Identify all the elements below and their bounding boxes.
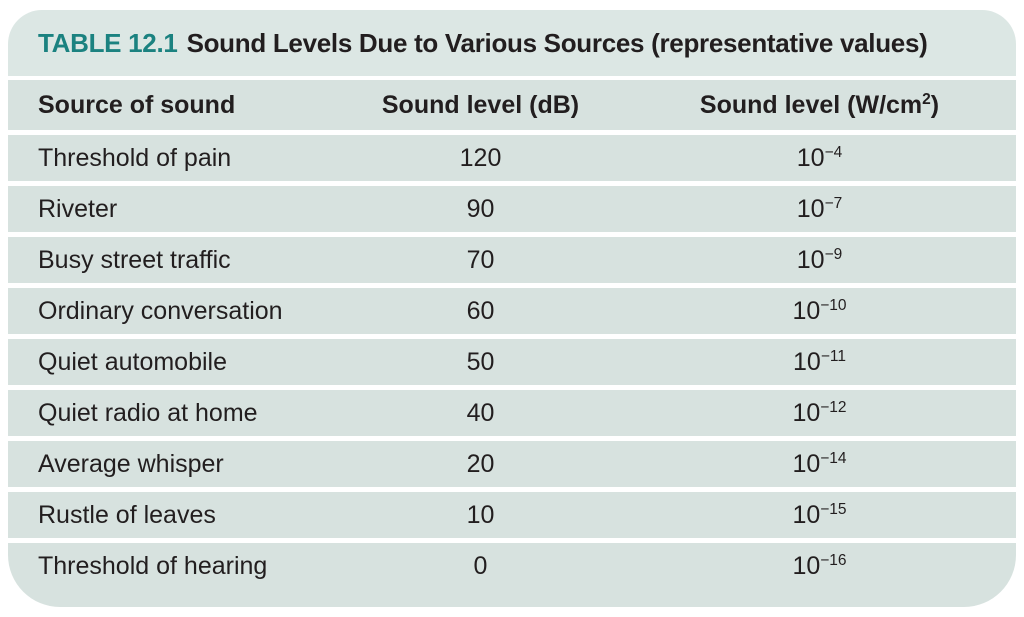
power-base: 10	[792, 500, 821, 529]
cell-power: 10−12	[623, 399, 1016, 428]
table-row: Busy street traffic 70 10−9	[8, 237, 1016, 283]
power-exponent: −12	[820, 398, 847, 416]
power-exponent: −11	[820, 347, 846, 365]
table-row: Average whisper 20 10−14	[8, 441, 1016, 487]
cell-power: 10−10	[623, 297, 1016, 326]
table-title-bar: TABLE 12.1 Sound Levels Due to Various S…	[8, 10, 1016, 76]
cell-db: 90	[466, 194, 495, 223]
table-caption: Sound Levels Due to Various Sources (rep…	[186, 27, 928, 58]
column-header-source: Source of sound	[38, 90, 236, 119]
cell-db: 70	[466, 245, 495, 274]
table-row: Ordinary conversation 60 10−10	[8, 288, 1016, 334]
power-base: 10	[792, 398, 821, 427]
power-base: 10	[792, 449, 821, 478]
table-row: Threshold of pain 120 10−4	[8, 135, 1016, 181]
cell-source: Threshold of pain	[38, 143, 232, 172]
power-exponent: −4	[824, 143, 843, 161]
column-header-power: Sound level (W/cm2)	[623, 91, 1016, 120]
cell-source: Threshold of hearing	[38, 551, 268, 580]
cell-db: 60	[466, 296, 495, 325]
cell-power: 10−15	[623, 501, 1016, 530]
cell-power: 10−9	[623, 246, 1016, 275]
power-base: 10	[796, 143, 825, 172]
cell-source: Rustle of leaves	[38, 500, 216, 529]
sound-levels-table: TABLE 12.1 Sound Levels Due to Various S…	[8, 10, 1016, 607]
power-exponent: −14	[820, 449, 847, 467]
cell-source: Average whisper	[38, 449, 224, 478]
power-exponent: −16	[820, 551, 847, 569]
table-number: TABLE 12.1	[38, 27, 178, 58]
cell-db: 120	[459, 143, 502, 172]
table-row: Threshold of hearing 0 10−16	[8, 543, 1016, 607]
column-header-power-sup: 2	[922, 90, 931, 108]
cell-db: 0	[473, 551, 488, 580]
table-row: Rustle of leaves 10 10−15	[8, 492, 1016, 538]
power-base: 10	[792, 296, 821, 325]
power-exponent: −15	[820, 500, 847, 518]
cell-power: 10−11	[623, 348, 1016, 377]
power-exponent: −7	[824, 194, 843, 212]
power-base: 10	[796, 245, 825, 274]
cell-power: 10−14	[623, 450, 1016, 479]
cell-power: 10−7	[623, 195, 1016, 224]
cell-source: Quiet radio at home	[38, 398, 258, 427]
column-header-power-suffix: )	[930, 90, 940, 119]
table-row: Quiet automobile 50 10−11	[8, 339, 1016, 385]
column-header-db: Sound level (dB)	[381, 90, 580, 119]
table-row: Riveter 90 10−7	[8, 186, 1016, 232]
cell-db: 20	[466, 449, 495, 478]
power-exponent: −9	[824, 245, 843, 263]
cell-power: 10−4	[623, 144, 1016, 173]
power-base: 10	[793, 347, 821, 376]
power-base: 10	[792, 551, 821, 580]
column-header-power-prefix: Sound level (W/cm	[699, 90, 923, 119]
cell-source: Riveter	[38, 194, 118, 223]
table-header-row: Source of sound Sound level (dB) Sound l…	[8, 80, 1016, 130]
cell-db: 10	[466, 500, 495, 529]
power-base: 10	[796, 194, 825, 223]
cell-source: Ordinary conversation	[38, 296, 283, 325]
cell-source: Quiet automobile	[38, 347, 228, 376]
cell-db: 50	[466, 347, 495, 376]
cell-power: 10−16	[623, 552, 1016, 581]
cell-db: 40	[466, 398, 495, 427]
cell-source: Busy street traffic	[38, 245, 231, 274]
power-exponent: −10	[820, 296, 847, 314]
table-row: Quiet radio at home 40 10−12	[8, 390, 1016, 436]
